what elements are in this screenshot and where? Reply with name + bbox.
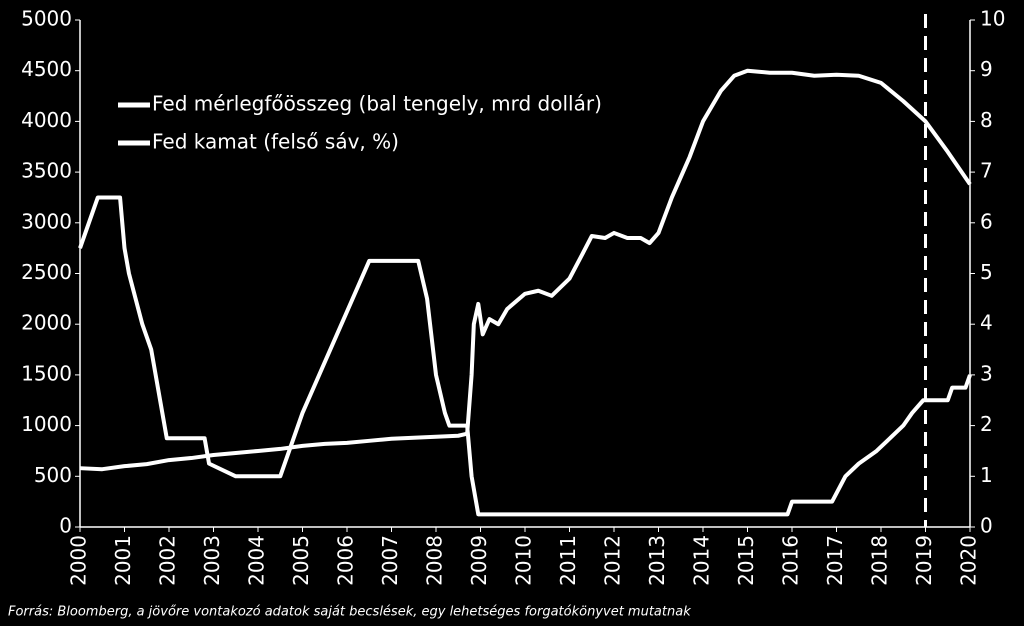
y2-tick-label: 4 [980, 311, 993, 335]
x-tick-label: 2012 [601, 535, 625, 586]
x-tick-label: 2002 [156, 535, 180, 586]
y-tick-label: 4500 [21, 57, 72, 81]
y2-tick-label: 5 [980, 260, 993, 284]
y2-tick-label: 7 [980, 159, 993, 183]
legend-label: Fed kamat (felső sáv, %) [152, 130, 399, 154]
y-tick-label: 1500 [21, 361, 72, 385]
x-tick-label: 2009 [467, 535, 491, 586]
x-tick-label: 2007 [378, 535, 402, 586]
x-tick-label: 2004 [245, 535, 269, 586]
y2-tick-label: 9 [980, 57, 993, 81]
y-tick-label: 5000 [21, 7, 72, 31]
y2-tick-label: 8 [980, 108, 993, 132]
x-tick-label: 2005 [289, 535, 313, 586]
y-tick-label: 500 [34, 463, 72, 487]
x-tick-label: 2020 [957, 535, 981, 586]
legend-label: Fed mérlegfőösszeg (bal tengely, mrd dol… [152, 92, 602, 116]
series-line [78, 195, 972, 517]
x-tick-label: 2011 [556, 535, 580, 586]
y2-tick-label: 1 [980, 463, 993, 487]
y-tick-label: 1000 [21, 412, 72, 436]
y-tick-label: 3000 [21, 209, 72, 233]
source-note: Forrás: Bloomberg, a jövőre vontakozó ad… [8, 605, 691, 620]
x-tick-label: 2016 [779, 535, 803, 586]
y2-tick-label: 2 [980, 412, 993, 436]
x-tick-label: 2010 [512, 535, 536, 586]
x-tick-label: 2003 [200, 535, 224, 586]
x-tick-label: 2018 [868, 535, 892, 586]
y2-tick-label: 0 [980, 514, 993, 538]
y-tick-label: 3500 [21, 159, 72, 183]
x-tick-label: 2014 [690, 535, 714, 586]
y-tick-label: 4000 [21, 108, 72, 132]
x-tick-label: 2006 [334, 535, 358, 586]
x-tick-label: 2000 [67, 535, 91, 586]
x-tick-label: 2019 [912, 535, 936, 586]
x-tick-label: 2013 [645, 535, 669, 586]
x-tick-label: 2008 [423, 535, 447, 586]
y-tick-label: 2000 [21, 311, 72, 335]
y-tick-label: 0 [59, 514, 72, 538]
series-line [79, 68, 972, 472]
y2-tick-label: 6 [980, 209, 993, 233]
x-tick-label: 2015 [734, 535, 758, 586]
x-tick-label: 2001 [111, 535, 135, 586]
y-tick-label: 2500 [21, 260, 72, 284]
x-tick-label: 2017 [823, 535, 847, 586]
y2-tick-label: 3 [980, 361, 993, 385]
y2-tick-label: 10 [980, 7, 1005, 31]
